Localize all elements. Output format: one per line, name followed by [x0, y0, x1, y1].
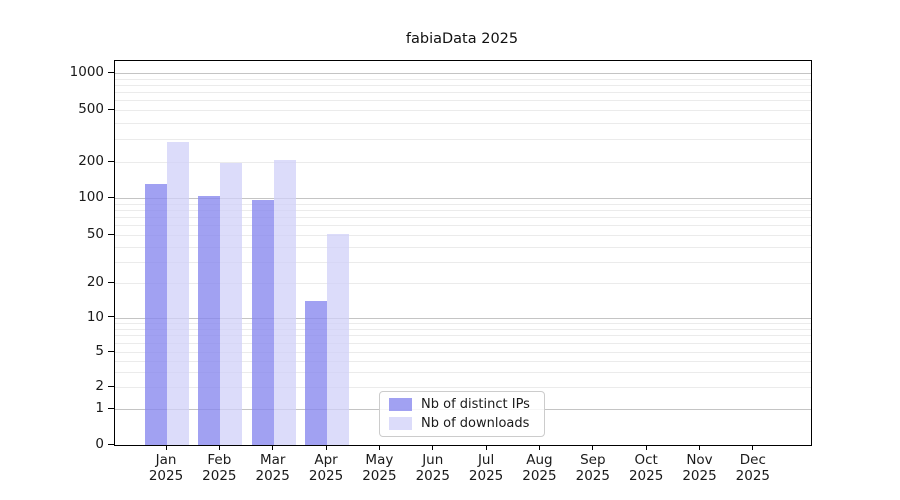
bar-nb-of-downloads-mar [273, 160, 296, 445]
x-tick-month: May [365, 452, 394, 468]
x-tick-year: 2025 [202, 468, 237, 484]
gridline-minor-5 [115, 352, 811, 353]
gridline-minor-8 [115, 328, 811, 330]
legend-label-downloads: Nb of downloads [421, 416, 530, 431]
x-tick-label-nov: Nov 2025 [668, 452, 732, 484]
gridline-minor-40 [115, 246, 811, 248]
x-tick-year: 2025 [682, 468, 717, 484]
gridlines-layer [115, 61, 811, 445]
bars-layer [115, 61, 811, 445]
x-tick-year: 2025 [522, 468, 557, 484]
y-tick-label-0: 0 [95, 436, 104, 452]
x-tick-month: Dec [739, 452, 766, 468]
x-tick-label-dec: Dec 2025 [721, 452, 785, 484]
x-tick-label-jan: Jan 2025 [134, 452, 198, 484]
y-tick-label-2: 2 [95, 378, 104, 394]
bar-nb-of-downloads-jan [167, 141, 189, 445]
x-tick-year: 2025 [415, 468, 450, 484]
gridline-major-100 [115, 198, 811, 199]
legend-swatch-downloads-icon [389, 417, 412, 430]
x-tick-label-aug: Aug 2025 [507, 452, 571, 484]
x-tick-label-oct: Oct 2025 [614, 452, 678, 484]
gridline-minor-7 [115, 335, 811, 337]
x-tick-year: 2025 [468, 468, 504, 484]
y-tick-label-50: 50 [86, 226, 104, 242]
plot-area: Nb of distinct IPs Nb of downloads [114, 60, 812, 446]
x-tick-year: 2025 [735, 468, 771, 484]
x-tick-year: 2025 [575, 468, 610, 484]
x-tick-label-jul: Jul 2025 [454, 452, 518, 484]
gridline-minor-90 [115, 203, 811, 205]
x-tick-year: 2025 [628, 468, 664, 484]
x-tick-label-sep: Sep 2025 [561, 452, 625, 484]
x-tick-year: 2025 [362, 468, 397, 484]
chart-title: fabiaData 2025 [405, 31, 519, 47]
y-tick-label-10: 10 [86, 308, 104, 325]
gridline-minor-3 [115, 371, 811, 373]
bar-nb-of-distinct-ips-mar [251, 199, 274, 445]
gridline-minor-200 [115, 162, 811, 163]
gridline-minor-80 [115, 209, 811, 211]
gridline-minor-30 [115, 261, 811, 263]
y-tick-label-100: 100 [78, 189, 104, 205]
legend-item-downloads: Nb of downloads [389, 416, 535, 431]
x-tick-month: Nov [686, 452, 713, 468]
x-tick-month: Apr [314, 452, 338, 468]
y-tick-label-1000: 1000 [69, 64, 104, 80]
x-tick-label-may: May 2025 [347, 452, 411, 484]
legend-label-distinct-ips: Nb of distinct IPs [421, 397, 530, 412]
x-tick-year: 2025 [308, 468, 344, 484]
x-tick-month: Aug [526, 452, 553, 468]
gridline-minor-60 [115, 225, 811, 227]
gridline-minor-4 [115, 360, 811, 362]
gridline-minor-9 [115, 322, 811, 324]
x-tick-month: Mar [259, 452, 286, 468]
x-tick-label-apr: Apr 2025 [294, 452, 358, 484]
gridline-minor-20 [115, 283, 811, 284]
legend-swatch-distinct-ips-icon [389, 398, 412, 411]
legend-item-distinct-ips: Nb of distinct IPs [389, 397, 535, 412]
bar-nb-of-distinct-ips-jan [145, 183, 167, 445]
bar-nb-of-distinct-ips-apr [305, 300, 328, 445]
bar-nb-of-distinct-ips-feb [198, 195, 221, 445]
x-tick-label-mar: Mar 2025 [241, 452, 305, 484]
x-tick-month: Jan [155, 452, 177, 468]
x-tick-month: Oct [634, 452, 658, 468]
x-tick-month: Jul [477, 452, 495, 468]
gridline-minor-2 [115, 387, 811, 388]
y-tick-label-500: 500 [78, 101, 104, 117]
y-tick-label-200: 200 [78, 153, 104, 169]
x-tick-year: 2025 [148, 468, 184, 484]
gridline-minor-500 [115, 110, 811, 111]
gridline-minor-300 [115, 138, 811, 140]
gridline-minor-800 [115, 84, 811, 86]
x-tick-month: Feb [207, 452, 232, 468]
bar-nb-of-downloads-feb [220, 163, 243, 445]
x-tick-label-jun: Jun 2025 [401, 452, 465, 484]
gridline-minor-50 [115, 235, 811, 236]
x-tick-label-feb: Feb 2025 [187, 452, 251, 484]
gridline-major-10 [115, 317, 811, 319]
y-tick-label-20: 20 [86, 274, 104, 290]
gridline-minor-400 [115, 122, 811, 124]
y-tick-label-5: 5 [95, 343, 104, 359]
x-tick-month: Jun [422, 452, 444, 468]
gridline-major-1000 [115, 73, 811, 74]
bar-nb-of-downloads-apr [327, 233, 350, 445]
gridline-minor-700 [115, 92, 811, 94]
gridline-minor-70 [115, 217, 811, 219]
gridline-minor-6 [115, 342, 811, 344]
legend: Nb of distinct IPs Nb of downloads [379, 391, 545, 437]
x-tick-year: 2025 [255, 468, 290, 484]
gridline-minor-600 [115, 100, 811, 102]
x-tick-month: Sep [580, 452, 606, 468]
gridline-minor-900 [115, 78, 811, 80]
y-tick-label-1: 1 [95, 400, 104, 416]
